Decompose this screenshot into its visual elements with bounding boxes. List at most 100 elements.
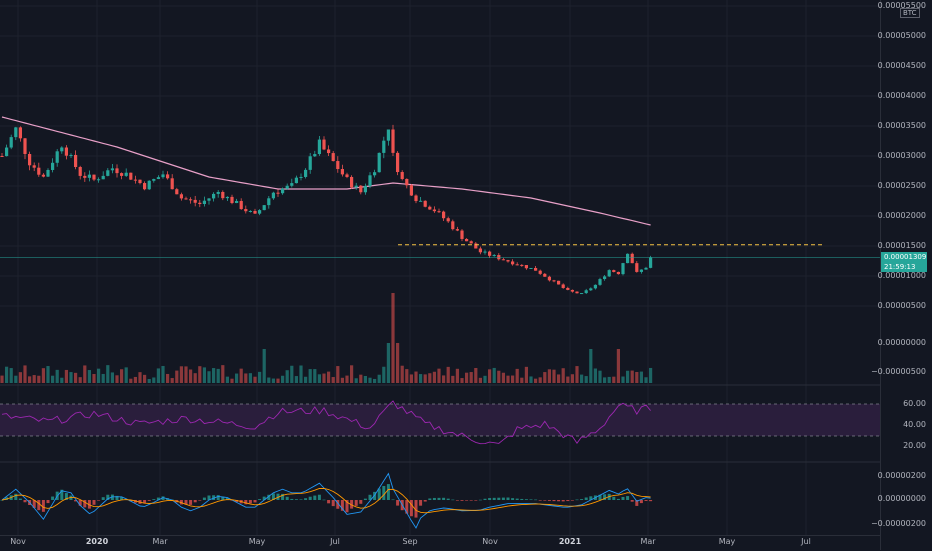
- candle-body: [101, 175, 105, 180]
- volume-bar: [557, 374, 561, 383]
- candle-body: [198, 202, 202, 205]
- candle-body: [97, 179, 101, 181]
- macd-hist-bar: [46, 500, 50, 504]
- ma-path: [1, 116, 651, 226]
- volume-bar: [221, 365, 225, 383]
- macd-hist-bar: [331, 500, 335, 507]
- candle-body: [428, 206, 432, 210]
- candle-body: [304, 169, 308, 177]
- macd-hist-bar: [612, 496, 616, 500]
- volume-bar: [101, 373, 105, 383]
- volume-bar: [258, 371, 262, 383]
- volume-bar: [405, 369, 409, 383]
- volume-bar: [152, 377, 156, 383]
- volume-bar: [106, 365, 110, 383]
- macd-hist-bar: [115, 495, 119, 500]
- price-tick-label: 0.00003000: [877, 151, 926, 160]
- current-price-tag: 0.00001309 21:59:13: [881, 252, 927, 272]
- macd-tick-label: −0.00000200: [870, 519, 926, 528]
- candle-body: [294, 177, 298, 184]
- candle-body: [115, 168, 119, 174]
- macd-hist-bar: [129, 500, 133, 502]
- macd-hist-bar: [534, 499, 538, 501]
- volume-bar: [649, 367, 653, 383]
- macd-hist-bar: [547, 500, 551, 501]
- candle-body: [451, 221, 455, 230]
- candle-body: [593, 284, 597, 289]
- volume-bar: [28, 376, 32, 383]
- volume-tick-label: 0.00000000: [877, 338, 926, 347]
- candle-body: [419, 200, 423, 202]
- macd-hist-bar: [442, 497, 446, 500]
- volume-bar: [474, 367, 478, 383]
- volume-bar: [120, 369, 124, 383]
- candle-body: [557, 280, 561, 285]
- macd-hist-bar: [524, 499, 528, 500]
- rsi-panel: [0, 400, 880, 445]
- macd-hist-bar: [262, 496, 266, 500]
- macd-hist-bar: [483, 498, 487, 500]
- volume-bar: [465, 372, 469, 383]
- candle-body: [189, 199, 193, 201]
- volume-bar: [621, 376, 625, 383]
- rsi-tick-label: 60.00: [903, 399, 926, 408]
- candle-body: [317, 139, 321, 155]
- volume-bar: [294, 376, 298, 383]
- macd-hist-bar: [428, 498, 432, 500]
- volume-bar: [593, 368, 597, 383]
- candle-body: [299, 176, 303, 178]
- macd-hist-bar: [396, 500, 400, 506]
- macd-hist-bar: [23, 500, 27, 503]
- candle-body: [143, 183, 147, 190]
- macd-hist-bar: [469, 500, 473, 501]
- candle-body: [561, 284, 565, 288]
- volume-bar: [216, 368, 220, 383]
- price-tick-label: 0.00000500: [877, 301, 926, 310]
- volume-bar: [396, 343, 400, 383]
- candle-body: [350, 176, 354, 188]
- macd-hist-bar: [584, 497, 588, 500]
- candle-body: [377, 152, 381, 173]
- candle-body: [391, 129, 395, 153]
- price-tick-label: 0.00005000: [877, 31, 926, 40]
- volume-bar: [9, 368, 13, 383]
- macd-hist-bar: [405, 500, 409, 514]
- candle-body: [216, 191, 220, 194]
- volume-bar: [529, 376, 533, 383]
- macd-hist-bar: [285, 496, 289, 500]
- volume-bar: [469, 372, 473, 383]
- candle-body: [308, 156, 312, 170]
- candle-body: [373, 172, 377, 176]
- macd-hist-bar: [32, 500, 36, 508]
- macd-hist-bar: [488, 498, 492, 500]
- candle-body: [285, 185, 289, 189]
- candle-body: [515, 264, 519, 266]
- macd-hist-bar: [649, 500, 653, 502]
- volume-bar: [497, 370, 501, 383]
- price-axis[interactable]: [880, 0, 932, 550]
- candle-body: [488, 251, 492, 256]
- macd-hist-bar: [373, 491, 377, 500]
- candle-body: [363, 185, 367, 193]
- volume-bar: [55, 369, 59, 383]
- currency-badge[interactable]: BTC: [900, 8, 920, 18]
- volume-bar: [580, 374, 584, 383]
- candle-body: [626, 253, 630, 264]
- macd-hist-bar: [566, 500, 570, 502]
- candles[interactable]: [0, 124, 653, 295]
- volume-bar: [5, 366, 9, 383]
- macd-panel: [0, 472, 653, 529]
- volume-bar: [575, 366, 579, 383]
- volume-bar: [409, 374, 413, 383]
- candle-body: [290, 183, 294, 186]
- candle-body: [23, 138, 27, 154]
- time-axis[interactable]: [0, 535, 880, 551]
- candle-body: [336, 161, 340, 170]
- candle-body: [9, 137, 13, 148]
- volume-bar: [179, 366, 183, 383]
- candle-body: [152, 179, 156, 181]
- macd-hist-bar: [198, 500, 202, 501]
- macd-hist-bar: [575, 499, 579, 501]
- volume-bar: [276, 378, 280, 383]
